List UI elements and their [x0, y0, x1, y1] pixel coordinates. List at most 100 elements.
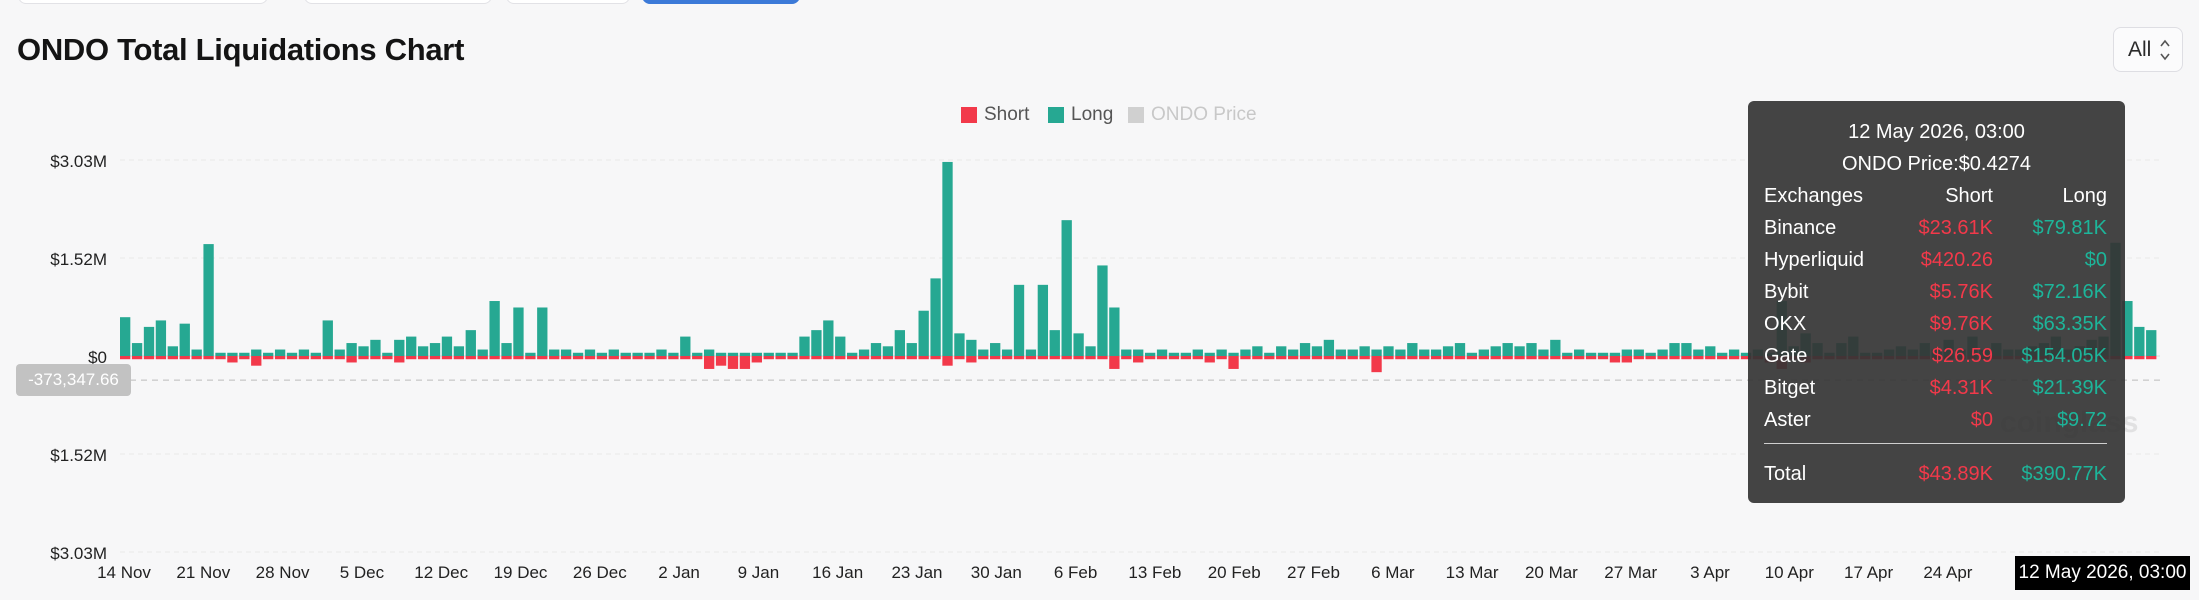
- bar-long[interactable]: [215, 352, 226, 356]
- bar-long[interactable]: [620, 352, 631, 356]
- bar-short[interactable]: [572, 356, 584, 360]
- bar-long[interactable]: [1574, 349, 1585, 356]
- bar-long[interactable]: [775, 352, 786, 356]
- bar-short[interactable]: [1049, 356, 1060, 360]
- bar-short[interactable]: [1001, 356, 1013, 360]
- bar-short[interactable]: [1287, 356, 1299, 360]
- bar-short[interactable]: [1085, 356, 1096, 360]
- bar-short[interactable]: [1097, 356, 1108, 360]
- bar-short[interactable]: [1645, 356, 1656, 360]
- bar-long[interactable]: [870, 343, 882, 356]
- bar-short[interactable]: [1693, 356, 1704, 360]
- bar-long[interactable]: [787, 352, 798, 356]
- bar-long[interactable]: [191, 349, 202, 356]
- bar-short[interactable]: [835, 356, 846, 360]
- bar-long[interactable]: [1252, 346, 1263, 356]
- bar-long[interactable]: [1228, 352, 1239, 356]
- bar-short[interactable]: [1574, 356, 1585, 360]
- bar-short[interactable]: [131, 356, 143, 360]
- bar-short[interactable]: [120, 356, 131, 360]
- bar-long[interactable]: [286, 352, 298, 356]
- bar-short[interactable]: [906, 356, 917, 360]
- bar-long[interactable]: [1490, 346, 1501, 356]
- bar-short[interactable]: [2122, 356, 2133, 360]
- bar-long[interactable]: [680, 336, 691, 356]
- bar-short[interactable]: [167, 356, 178, 360]
- bar-long[interactable]: [608, 349, 619, 356]
- bar-long[interactable]: [477, 349, 488, 356]
- bar-long[interactable]: [1740, 352, 1752, 356]
- bar-short[interactable]: [203, 356, 214, 360]
- bar-short[interactable]: [465, 356, 476, 360]
- bar-short[interactable]: [1442, 356, 1454, 360]
- bar-long[interactable]: [1538, 349, 1549, 356]
- bar-long[interactable]: [906, 343, 917, 356]
- bar-short[interactable]: [191, 356, 202, 360]
- bar-long[interactable]: [1597, 352, 1609, 356]
- bar-short[interactable]: [1681, 356, 1692, 360]
- bar-short[interactable]: [1538, 356, 1549, 360]
- bar-long[interactable]: [1025, 349, 1037, 356]
- bar-long[interactable]: [1347, 349, 1358, 356]
- bar-short[interactable]: [429, 356, 441, 360]
- bar-short[interactable]: [787, 356, 798, 360]
- bar-short[interactable]: [179, 356, 190, 360]
- bar-short[interactable]: [525, 356, 536, 360]
- bar-long[interactable]: [1121, 349, 1132, 356]
- bar-short[interactable]: [680, 356, 691, 360]
- bar-long[interactable]: [501, 343, 512, 356]
- bar-short[interactable]: [1395, 356, 1406, 360]
- bar-long[interactable]: [1621, 349, 1632, 356]
- bar-short[interactable]: [382, 356, 393, 360]
- bar-short[interactable]: [1407, 356, 1418, 360]
- bar-short[interactable]: [692, 356, 703, 360]
- bar-short[interactable]: [1621, 356, 1632, 363]
- bar-long[interactable]: [1728, 349, 1740, 356]
- bar-short[interactable]: [1168, 356, 1180, 360]
- bar-long[interactable]: [942, 161, 953, 356]
- bar-long[interactable]: [382, 352, 393, 356]
- bar-short[interactable]: [1144, 356, 1156, 360]
- bar-long[interactable]: [930, 278, 941, 356]
- bar-short[interactable]: [727, 356, 739, 369]
- bar-short[interactable]: [1311, 356, 1323, 360]
- legend-item-short[interactable]: Short: [961, 104, 1029, 126]
- bar-long[interactable]: [763, 352, 774, 356]
- bar-long[interactable]: [632, 352, 643, 356]
- bar-long[interactable]: [1478, 349, 1489, 356]
- bar-short[interactable]: [930, 356, 941, 360]
- bar-long[interactable]: [1585, 352, 1597, 356]
- bar-long[interactable]: [417, 346, 429, 356]
- bar-long[interactable]: [489, 301, 500, 356]
- bar-short[interactable]: [1347, 356, 1358, 360]
- bar-short[interactable]: [751, 356, 762, 363]
- bar-long[interactable]: [1454, 343, 1466, 356]
- bar-short[interactable]: [1121, 356, 1132, 360]
- bar-long[interactable]: [1109, 307, 1120, 356]
- bar-short[interactable]: [858, 356, 870, 360]
- bar-short[interactable]: [1299, 356, 1311, 360]
- bar-short[interactable]: [406, 356, 417, 360]
- bar-long[interactable]: [298, 349, 310, 356]
- bar-long[interactable]: [334, 349, 345, 356]
- bar-short[interactable]: [334, 356, 345, 360]
- bar-long[interactable]: [1216, 349, 1227, 356]
- bar-long[interactable]: [1526, 343, 1537, 356]
- bar-long[interactable]: [1502, 343, 1513, 356]
- bar-long[interactable]: [1013, 284, 1025, 356]
- bar-long[interactable]: [1085, 346, 1096, 356]
- legend-item-ondo-price[interactable]: ONDO Price: [1128, 104, 1257, 126]
- bar-long[interactable]: [2122, 301, 2133, 356]
- bar-short[interactable]: [1359, 356, 1370, 360]
- bar-long[interactable]: [406, 336, 417, 356]
- bar-long[interactable]: [358, 346, 369, 356]
- bar-short[interactable]: [620, 356, 631, 360]
- bar-long[interactable]: [465, 330, 476, 356]
- bar-long[interactable]: [751, 352, 762, 356]
- bar-short[interactable]: [560, 356, 572, 360]
- bar-short[interactable]: [1466, 356, 1478, 360]
- bar-long[interactable]: [572, 352, 584, 356]
- bar-long[interactable]: [644, 352, 655, 356]
- bar-short[interactable]: [966, 356, 977, 363]
- bar-short[interactable]: [346, 356, 357, 363]
